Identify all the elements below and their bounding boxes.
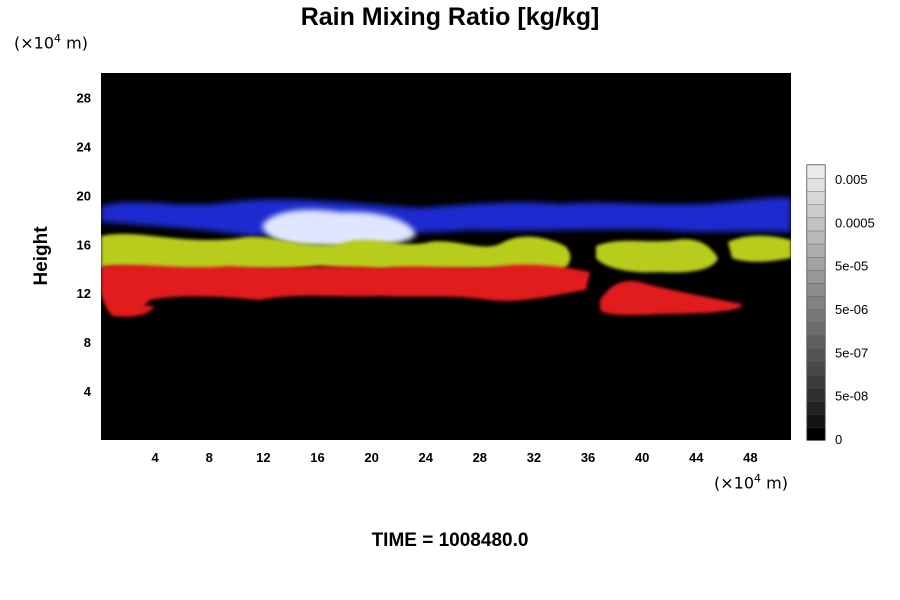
x-tick-label: 24 [418,450,433,465]
chart-title: Rain Mixing Ratio [kg/kg] [300,3,600,31]
colorbar-segment [806,308,826,323]
y-axis-unit: (×104 m) [14,32,88,53]
colorbar-segment [806,413,826,428]
y-tick-label: 20 [77,188,91,203]
colorbar-segment [806,335,826,350]
colorbar-tick-label: 5e-07 [835,345,868,360]
colorbar-tick-label: 0.0005 [835,215,875,230]
colorbar-segment [806,230,826,245]
colorbar-segment [806,426,826,441]
x-tick-label: 44 [689,450,704,465]
colorbar [806,164,826,441]
colorbar-segment [806,282,826,297]
y-tick-label: 16 [77,237,91,252]
colorbar-segment [806,177,826,192]
x-tick-label: 36 [581,450,595,465]
rain-field [101,197,791,317]
colorbar-segment [806,387,826,402]
x-tick-label: 8 [206,450,213,465]
colorbar-segment [806,321,826,336]
y-tick-label: 24 [77,139,92,154]
y-tick-label: 28 [77,90,91,105]
colorbar-ticks: 0.005 0.0005 5e-05 5e-06 5e-07 5e-08 0 [835,172,875,447]
x-tick-label: 28 [473,450,487,465]
y-tick-label: 8 [84,335,91,350]
colorbar-segment [806,269,826,284]
colorbar-segment [806,348,826,363]
x-axis-unit: (×104 m) [714,472,788,493]
x-tick-label: 20 [364,450,378,465]
time-label: TIME = 1008480.0 [371,530,529,551]
colorbar-tick-label: 0 [835,432,842,447]
red-layer [101,264,743,317]
colorbar-segment [806,400,826,415]
colorbar-tick-label: 5e-06 [835,302,868,317]
colorbar-tick-label: 0.005 [835,172,868,187]
colorbar-segment [806,256,826,271]
yellow-layer [101,233,791,273]
x-axis-ticks: 4 8 12 16 20 24 28 32 36 40 44 48 [152,450,758,465]
y-axis-ticks: 4 8 12 16 20 24 28 [77,90,92,399]
colorbar-segment [806,243,826,258]
colorbar-segment [806,217,826,232]
white-core [262,209,416,248]
x-tick-label: 40 [635,450,649,465]
colorbar-segment [806,164,826,179]
colorbar-tick-label: 5e-05 [835,259,868,274]
x-tick-label: 48 [743,450,757,465]
x-tick-label: 12 [256,450,270,465]
x-tick-label: 4 [152,450,160,465]
colorbar-tick-label: 5e-08 [835,389,868,404]
colorbar-segment [806,190,826,205]
x-tick-label: 16 [310,450,324,465]
colorbar-segment [806,361,826,376]
y-tick-label: 12 [77,286,91,301]
colorbar-segment [806,204,826,219]
x-tick-label: 32 [527,450,541,465]
colorbar-segment [806,295,826,310]
colorbar-segment [806,374,826,389]
y-tick-label: 4 [84,384,92,399]
